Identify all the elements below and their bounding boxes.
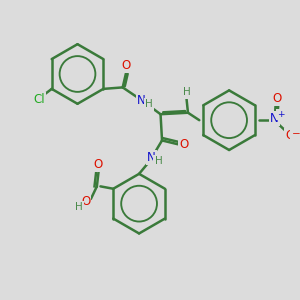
Text: O: O xyxy=(179,137,188,151)
Text: N: N xyxy=(137,94,146,107)
Text: H: H xyxy=(75,202,83,212)
Text: Cl: Cl xyxy=(33,93,45,106)
Text: +: + xyxy=(277,110,285,119)
Text: H: H xyxy=(183,88,190,98)
Text: O: O xyxy=(285,129,295,142)
Text: N: N xyxy=(270,112,279,125)
Text: −: − xyxy=(292,129,300,139)
Text: O: O xyxy=(93,158,103,171)
Text: H: H xyxy=(145,99,152,110)
Text: O: O xyxy=(272,92,281,105)
Text: N: N xyxy=(147,151,156,164)
Text: O: O xyxy=(81,195,90,208)
Text: H: H xyxy=(154,156,162,166)
Text: O: O xyxy=(122,59,131,72)
